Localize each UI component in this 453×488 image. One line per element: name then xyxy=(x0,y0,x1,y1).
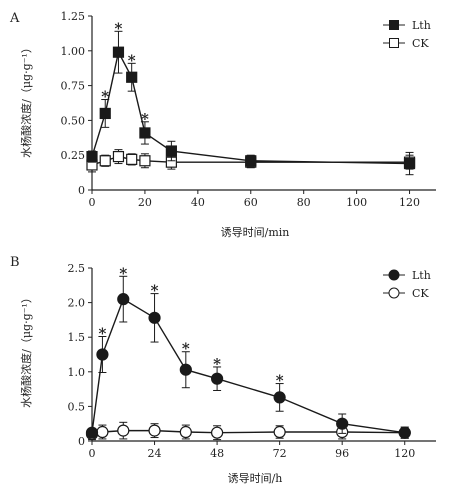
x-tick-label-b: 24 xyxy=(148,447,162,460)
x-tick-label-a: 0 xyxy=(89,196,96,209)
significance-star-a: * xyxy=(141,110,149,128)
data-point-ck-b xyxy=(117,424,130,437)
legend-label-lth-a: Lth xyxy=(412,19,431,32)
significance-star-b: * xyxy=(276,372,284,390)
data-point-lth-b xyxy=(273,391,286,404)
ticks-b: 0 24 48 72 96 120 0 0.5 1.0 1.5 2.0 2.5 xyxy=(68,262,416,460)
significance-star-a: * xyxy=(115,19,123,37)
significance-star-b: * xyxy=(151,282,159,300)
panel-b: B 水杨酸浓度/（μg·g⁻¹） 诱导时间/h 0 24 48 72 96 120 0 0.5… xyxy=(10,255,436,485)
significance-star-b: * xyxy=(182,340,190,358)
data-point-lth-a xyxy=(165,145,177,157)
data-point-ck-b xyxy=(273,425,286,439)
panel-letter-a: A xyxy=(9,11,20,26)
y-tick-label-b: 1.0 xyxy=(68,366,86,379)
data-point-lth-a xyxy=(99,107,111,120)
series-line-lth-b xyxy=(91,298,405,434)
x-tick-label-a: 60 xyxy=(244,196,258,209)
data-point-ck-a xyxy=(99,155,111,167)
legend-label-ck-b: CK xyxy=(412,287,429,300)
y-tick-label-a: 0 xyxy=(78,184,85,197)
legend-marker-ck-a xyxy=(389,38,399,48)
series-line-ck-b xyxy=(91,429,405,435)
y-tick-label-b: 2.5 xyxy=(68,262,86,275)
x-axis-label-b: 诱导时间/h xyxy=(228,472,283,485)
data-point-ck-a xyxy=(112,150,125,163)
y-tick-label-b: 1.5 xyxy=(68,331,86,344)
legend-item-ck-a: CK xyxy=(383,37,429,50)
legend-item-lth-a: Lth xyxy=(383,19,431,32)
x-tick-label-a: 40 xyxy=(191,196,205,209)
panel-letter-b: B xyxy=(10,255,20,270)
data-point-lth-b xyxy=(398,426,411,439)
x-axis-label-a: 诱导时间/min xyxy=(221,226,290,239)
data-point-lth-b xyxy=(179,363,192,376)
data-point-ck-b xyxy=(96,425,109,439)
data-point-lth-b xyxy=(85,426,99,439)
significance-star-b: * xyxy=(119,264,127,282)
x-tick-label-a: 120 xyxy=(399,196,420,209)
x-tick-label-a: 20 xyxy=(138,196,152,209)
y-tick-label-a: 1.25 xyxy=(61,10,86,23)
data-point-lth-a xyxy=(126,71,138,83)
x-tick-label-a: 80 xyxy=(297,196,311,209)
data-point-lth-b xyxy=(336,417,349,430)
y-axis-label-b: 水杨酸浓度/（μg·g⁻¹） xyxy=(19,292,33,408)
data-point-lth-b xyxy=(210,372,224,385)
data-point-ck-b xyxy=(148,424,161,437)
y-tick-label-a: 0.75 xyxy=(61,80,86,93)
data-point-ck-b xyxy=(210,426,224,439)
data-point-lth-a xyxy=(112,46,125,58)
y-tick-label-a: 1.00 xyxy=(61,45,86,58)
significance-star-a: * xyxy=(101,88,109,106)
data-point-lth-b xyxy=(96,348,109,361)
legend-marker-lth-a xyxy=(389,20,399,30)
data-point-ck-a xyxy=(126,153,138,165)
significance-star-b: * xyxy=(98,325,106,343)
significance-star-b: * xyxy=(213,355,221,373)
ticks-a: 0 20 40 60 80 100 120 0 0.25 0.50 0.75 1.00 1.25 xyxy=(61,10,421,209)
data-point-lth-b xyxy=(148,311,161,324)
data-point-lth-a xyxy=(86,150,98,163)
y-tick-label-a: 0.25 xyxy=(61,149,86,162)
y-tick-label-b: 0.5 xyxy=(68,400,86,413)
marks-b: * * * * * * xyxy=(85,264,411,441)
data-point-lth-a xyxy=(139,127,151,139)
data-point-lth-a xyxy=(245,155,257,167)
series-line-lth-a xyxy=(91,50,410,165)
y-tick-label-b: 2.0 xyxy=(68,297,86,310)
legend-item-ck-b: CK xyxy=(383,287,429,300)
x-tick-label-b: 72 xyxy=(273,447,287,460)
legend-marker-lth-b xyxy=(388,269,400,281)
legend-marker-ck-b xyxy=(388,287,400,299)
panel-a: A 水杨酸浓度/（μg·g⁻¹） 诱导时间/min 0 20 40 60 80 100 12… xyxy=(9,10,436,239)
data-point-ck-a xyxy=(139,155,151,167)
y-tick-label-b: 0 xyxy=(78,435,85,448)
x-tick-label-a: 100 xyxy=(346,196,367,209)
legend-item-lth-b: Lth xyxy=(383,269,431,282)
data-point-lth-b xyxy=(117,293,130,306)
legend-b: Lth CK xyxy=(383,269,431,300)
x-tick-label-b: 96 xyxy=(335,447,349,460)
marks-a: * * * * xyxy=(86,19,416,176)
legend-label-ck-a: CK xyxy=(412,37,429,50)
x-tick-label-b: 0 xyxy=(89,447,96,460)
significance-star-a: * xyxy=(128,51,136,69)
y-tick-label-a: 0.50 xyxy=(61,114,86,127)
data-point-ck-b xyxy=(179,425,192,439)
legend-label-lth-b: Lth xyxy=(412,269,431,282)
y-axis-label-a: 水杨酸浓度/（μg·g⁻¹） xyxy=(19,42,33,158)
data-point-lth-a xyxy=(403,157,416,170)
x-tick-label-b: 48 xyxy=(210,447,224,460)
x-tick-label-b: 120 xyxy=(394,447,415,460)
legend-a: Lth CK xyxy=(383,19,431,50)
